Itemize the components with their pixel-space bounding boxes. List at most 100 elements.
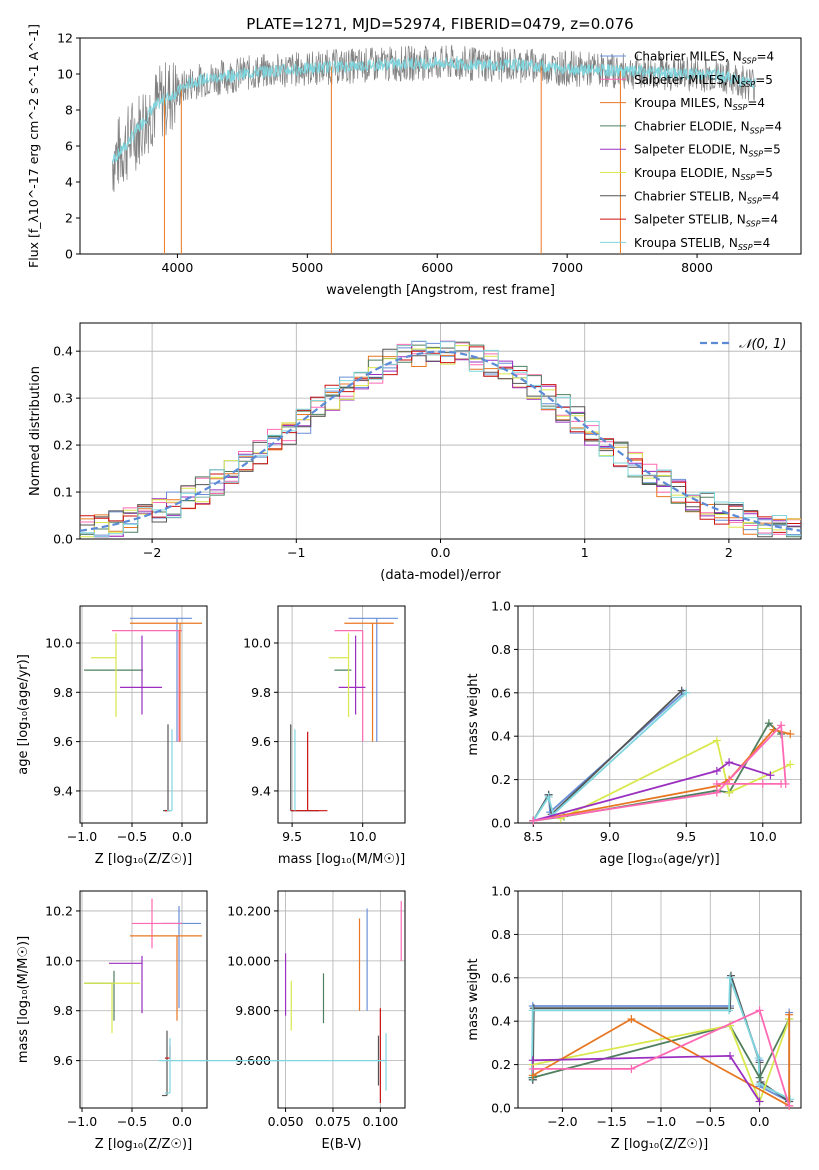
legend-entry: Salpeter STELIB, NSSP=4 bbox=[634, 213, 778, 229]
x-axis-label: (data-model)/error bbox=[380, 568, 501, 583]
legend-entry: Chabrier MILES, NSSP=4 bbox=[634, 50, 774, 66]
y-axis-label: Flux [f_λ10^-17 erg cm^-2 s^-1 A^-1] bbox=[26, 24, 41, 268]
legend-tail: =5 bbox=[755, 166, 773, 180]
x-tick-label: 6000 bbox=[421, 260, 453, 275]
weight-line-kroupa_miles bbox=[533, 728, 791, 822]
x-axis-label: Z [log₁₀(Z/Z☉)] bbox=[611, 1137, 708, 1152]
panels-container: 4000 5000 6000 7000 8000024681012wavelength … bbox=[16, 24, 802, 1152]
legend-tail: =4 bbox=[764, 119, 782, 133]
legend-sub: SSP bbox=[733, 103, 748, 112]
y-tick-label: 0.2 bbox=[53, 438, 73, 453]
legend-sub: SSP bbox=[741, 80, 756, 89]
axes-residuals: −2 −1 0.0 1 2 0.0 0.1 0.2 0.3 0.4 𝒩(0, 1) (data-mod… bbox=[28, 322, 802, 583]
y-axis-label: mass weight bbox=[466, 958, 481, 1040]
legend-sub: SSP bbox=[750, 126, 765, 135]
legend-entry: Salpeter ELODIE, NSSP=5 bbox=[634, 143, 781, 159]
weight-line-salpeter_miles bbox=[532, 1009, 791, 1107]
y-tick-label: 0.6 bbox=[491, 970, 511, 985]
x-axis-label: wavelength [Angstrom, rest frame] bbox=[326, 283, 555, 298]
axes-frame bbox=[517, 890, 802, 1109]
axes-ebv_mass: 0.050 0.075 0.1009.6009.80010.00010.200E(B… bbox=[158, 890, 406, 1152]
y-tick-label: 0.8 bbox=[491, 642, 511, 657]
x-tick-label: −2 bbox=[143, 545, 161, 560]
legend-tail: =4 bbox=[762, 189, 780, 203]
x-tick-label: 9.0 bbox=[600, 829, 620, 844]
y-tick-label: 0.2 bbox=[491, 772, 511, 787]
y-tick-label: 0.3 bbox=[53, 391, 73, 406]
y-tick-label: 9.6 bbox=[53, 1053, 73, 1068]
y-tick-label: 1.0 bbox=[491, 599, 511, 614]
legend-tail: =5 bbox=[763, 143, 781, 157]
x-tick-label: −0.5 bbox=[695, 1114, 725, 1129]
y-tick-label: 10.000 bbox=[227, 953, 271, 968]
axes-frame bbox=[277, 890, 406, 1109]
axes-frame bbox=[79, 605, 208, 824]
x-tick-label: 5000 bbox=[291, 260, 323, 275]
axes-mass_age: 9.5 10.0 9.4 9.6 9.8 10.0 mass [log₁₀(M/M☉)] bbox=[243, 605, 406, 867]
x-tick-label: 10.0 bbox=[749, 829, 777, 844]
x-tick-label: −1.0 bbox=[67, 829, 97, 844]
y-tick-label: 9.6 bbox=[53, 734, 73, 749]
axes-spectrum: 4000 5000 6000 7000 8000 0 2 4 6 8 10 12 wavelength … bbox=[26, 24, 802, 298]
legend-sub: SSP bbox=[748, 150, 763, 159]
y-tick-label: 0.4 bbox=[491, 729, 511, 744]
legend-sub: SSP bbox=[742, 57, 757, 66]
weight-line-salpeter_miles bbox=[533, 723, 787, 822]
weight-line-kroupa_miles bbox=[532, 1014, 791, 1108]
y-tick-label: 9.6 bbox=[251, 734, 271, 749]
x-axis-label: age [log₁₀(age/yr)] bbox=[599, 852, 720, 867]
x-tick-label: 0.075 bbox=[315, 1114, 351, 1129]
y-tick-label: 0.2 bbox=[491, 1057, 511, 1072]
y-tick-label: 0.1 bbox=[53, 485, 73, 500]
legend-tail: =4 bbox=[753, 236, 771, 250]
y-tick-label: 9.800 bbox=[235, 1003, 271, 1018]
weight-line-chabrier_elodie bbox=[532, 1018, 791, 1080]
x-tick-label: −1.5 bbox=[596, 1114, 626, 1129]
y-tick-label: 2 bbox=[65, 211, 73, 226]
x-tick-label: −2.0 bbox=[547, 1114, 577, 1129]
x-tick-label: 0.050 bbox=[268, 1114, 304, 1129]
axes-frame bbox=[277, 605, 406, 824]
weight-line-salpeter_elodie bbox=[533, 761, 771, 822]
x-tick-label: −1.0 bbox=[67, 1114, 97, 1129]
y-tick-label: 10.2 bbox=[45, 903, 73, 918]
legend-sub: SSP bbox=[746, 220, 761, 229]
axes-frame bbox=[79, 890, 208, 1109]
x-tick-label: 0.100 bbox=[362, 1114, 398, 1129]
y-tick-label: 8 bbox=[65, 103, 73, 118]
y-tick-label: 1.0 bbox=[491, 884, 511, 899]
y-tick-label: 9.4 bbox=[53, 783, 73, 798]
legend-tail: =4 bbox=[760, 213, 778, 227]
axes-z_weight: −2.0 −1.5 −1.0 −0.5 0.0 0.0 0.2 0.4 0.6 0.8 1.0 Z [… bbox=[466, 884, 802, 1152]
x-axis-label: Z [log₁₀(Z/Z☉)] bbox=[95, 852, 192, 867]
figure-title: PLATE=1271, MJD=52974, FIBERID=0479, z=0… bbox=[246, 15, 633, 33]
histogram-step-salpeter_stelib bbox=[80, 346, 801, 533]
y-tick-label: 0.8 bbox=[491, 927, 511, 942]
y-tick-label: 12 bbox=[57, 31, 73, 46]
y-axis-label: Normed distribution bbox=[28, 366, 43, 496]
x-tick-label: 9.5 bbox=[282, 829, 302, 844]
y-tick-label: 0.6 bbox=[491, 685, 511, 700]
y-axis-label: mass weight bbox=[466, 673, 481, 755]
gaussian-curve bbox=[79, 350, 802, 532]
y-tick-label: 10.200 bbox=[227, 903, 271, 918]
x-axis-label: mass [log₁₀(M/M☉)] bbox=[278, 852, 405, 867]
y-tick-label: 10.0 bbox=[45, 953, 73, 968]
y-tick-label: 9.8 bbox=[251, 685, 271, 700]
legend-tail: =4 bbox=[756, 50, 774, 64]
x-tick-label: −0.5 bbox=[117, 1114, 147, 1129]
x-axis-label: Z [log₁₀(Z/Z☉)] bbox=[95, 1137, 192, 1152]
x-tick-label: −1 bbox=[287, 545, 305, 560]
x-tick-label: 0.0 bbox=[750, 1114, 770, 1129]
x-tick-label: 0.0 bbox=[172, 829, 192, 844]
y-axis-label: mass [log₁₀(M/M☉)] bbox=[16, 936, 31, 1063]
x-tick-label: 10.0 bbox=[349, 829, 377, 844]
x-tick-label: 0.0 bbox=[431, 545, 451, 560]
x-tick-label: 9.5 bbox=[676, 829, 696, 844]
y-tick-label: 0.4 bbox=[53, 344, 73, 359]
x-axis-label: E(B-V) bbox=[321, 1137, 361, 1152]
x-tick-label: −0.5 bbox=[117, 829, 147, 844]
x-tick-label: −1.0 bbox=[646, 1114, 676, 1129]
y-tick-label: 0 bbox=[65, 247, 73, 262]
